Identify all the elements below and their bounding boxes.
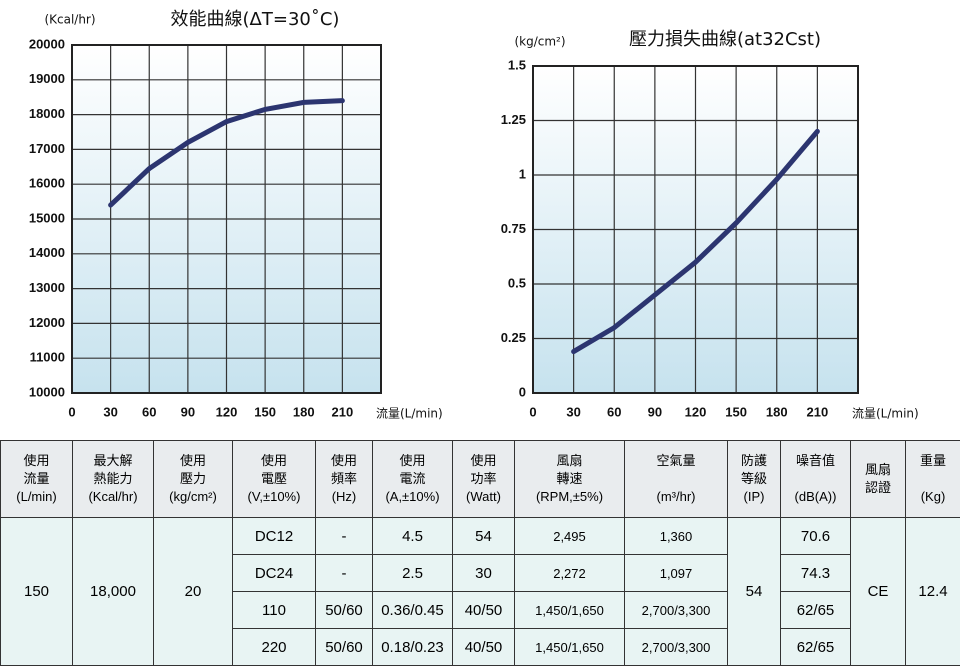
y-tick-label: 10000: [29, 384, 65, 399]
y-tick-label: 14000: [29, 245, 65, 260]
header-cell: 使用 電流 (A,±10%): [372, 440, 453, 518]
y-tick-label: 12000: [29, 315, 65, 330]
spanned-cell: 12.4: [905, 517, 960, 666]
cell: -: [315, 554, 373, 592]
table-row: 220 50/60 0.18/0.23 40/50 1,450/1,650 2,700/3…: [1, 628, 960, 666]
x-tick-label: 180: [293, 404, 315, 419]
cell: 0.18/0.23: [372, 628, 453, 666]
x-tick-label: 30: [103, 404, 117, 419]
spanned-cell: 150: [0, 517, 73, 666]
cell: 2,700/3,300: [624, 628, 728, 666]
x-axis-label: 流量(L/min): [852, 407, 919, 421]
header-cell: 最大解 熱能力 (Kcal/hr): [72, 440, 154, 518]
y-tick-label: 11000: [30, 350, 65, 365]
spec-table: 使用 流量 (L/min) 最大解 熱能力 (Kcal/hr) 使用 壓力 (kg/…: [0, 440, 960, 666]
spanned-cell: 18,000: [72, 517, 154, 666]
y-tick-label: 13000: [29, 280, 65, 295]
header-cell: 空氣量 (m³/hr): [624, 440, 728, 518]
cell: 2,700/3,300: [624, 591, 728, 629]
x-tick-label: 60: [607, 404, 621, 419]
x-tick-label: 0: [68, 404, 75, 419]
y-tick-label: 16000: [29, 176, 65, 191]
y-tick-label: 20000: [29, 36, 65, 51]
table-row: DC24-2.5 30 2,272 1,097 74.3: [1, 554, 960, 592]
x-tick-label: 180: [766, 404, 788, 419]
cell: 30: [452, 554, 515, 592]
y-axis-label: (kg/cm²): [514, 35, 565, 49]
cell: 1,097: [624, 554, 728, 592]
header-cell: 使用 壓力 (kg/cm²): [153, 440, 233, 518]
header-cell: 重量 (Kg): [905, 440, 960, 518]
y-tick-label: 1.5: [508, 57, 526, 72]
cell: 1,450/1,650: [514, 591, 625, 629]
cell: 2.5: [372, 554, 453, 592]
header-row: 使用 流量 (L/min) 最大解 熱能力 (Kcal/hr) 使用 壓力 (kg/…: [0, 440, 960, 518]
y-tick-label: 0.75: [501, 221, 526, 236]
cell: 62/65: [780, 591, 851, 629]
cell: 1,450/1,650: [514, 628, 625, 666]
x-tick-label: 90: [181, 404, 195, 419]
x-tick-label: 60: [142, 404, 156, 419]
cell: 40/50: [452, 591, 515, 629]
y-tick-label: 17000: [29, 141, 65, 156]
cell: DC12: [232, 517, 316, 555]
data-line: [571, 128, 820, 355]
y-tick-label: 18000: [29, 106, 65, 121]
x-tick-label: 0: [529, 404, 536, 419]
x-tick-label: 210: [332, 404, 354, 419]
plot-border: [71, 44, 382, 394]
x-tick-label: 150: [725, 404, 747, 419]
header-cell: 噪音值 (dB(A)): [780, 440, 851, 518]
cell: 50/60: [315, 591, 373, 629]
cell: 220: [232, 628, 316, 666]
data-line: [108, 98, 345, 208]
cell: 70.6: [780, 517, 851, 555]
y-tick-label: 0.5: [508, 275, 526, 290]
cell: 74.3: [780, 554, 851, 592]
header-cell: 防護 等級 (IP): [727, 440, 781, 518]
spanned-cell: CE: [850, 517, 906, 666]
charts: 1000011000120001300014000150001600017000…: [29, 9, 919, 421]
spanned-cell: 54: [727, 517, 781, 666]
cell: 2,272: [514, 554, 625, 592]
cell: 4.5: [372, 517, 453, 555]
x-tick-label: 30: [566, 404, 580, 419]
cell: 110: [232, 591, 316, 629]
cell: 62/65: [780, 628, 851, 666]
plot-border: [532, 65, 859, 394]
cell: 50/60: [315, 628, 373, 666]
header-cell: 使用 流量 (L/min): [0, 440, 73, 518]
cell: -: [315, 517, 373, 555]
y-tick-label: 15000: [29, 210, 65, 225]
x-tick-label: 210: [807, 404, 829, 419]
table-row: 150 18,000 20 DC12-4.5 54 2,495 1,360 54 70.6 CE 1…: [0, 517, 960, 666]
cell: 40/50: [452, 628, 515, 666]
y-tick-label: 0: [519, 384, 526, 399]
cell: 0.36/0.45: [372, 591, 453, 629]
x-axis-label: 流量(L/min): [376, 407, 443, 421]
spanned-cell: 20: [153, 517, 233, 666]
cell: 54: [452, 517, 515, 555]
header-cell: 使用 功率 (Watt): [452, 440, 515, 518]
y-tick-label: 1.25: [501, 112, 526, 127]
header-cell: 使用 頻率 (Hz): [315, 440, 373, 518]
y-axis-label: (Kcal/hr): [44, 13, 95, 27]
cell: 2,495: [514, 517, 625, 555]
chart-title: 效能曲線(ΔT=30˚C): [171, 9, 340, 30]
cell: 1,360: [624, 517, 728, 555]
y-tick-label: 0.25: [501, 330, 526, 345]
x-tick-label: 150: [254, 404, 276, 419]
header-cell: 風扇 轉速 (RPM,±5%): [514, 440, 625, 518]
x-tick-label: 120: [216, 404, 238, 419]
y-tick-label: 19000: [29, 71, 65, 86]
header-cell: 使用 電壓 (V,±10%): [232, 440, 316, 518]
cell: DC24: [232, 554, 316, 592]
x-tick-label: 90: [648, 404, 662, 419]
header-cell: 風扇 認證: [850, 440, 906, 518]
y-tick-label: 1: [519, 166, 526, 181]
chart-title: 壓力損失曲線(at32Cst): [629, 29, 821, 50]
x-tick-label: 120: [685, 404, 707, 419]
